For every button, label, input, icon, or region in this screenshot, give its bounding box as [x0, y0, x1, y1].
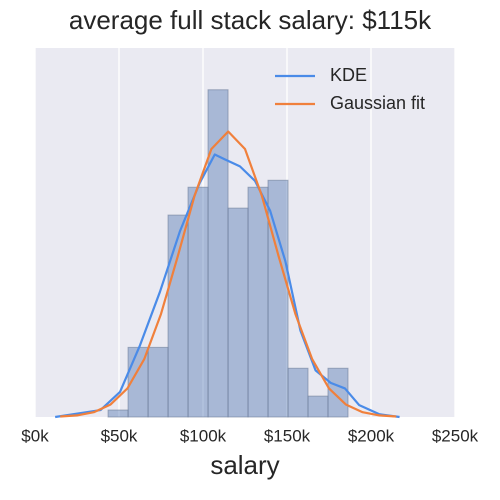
bar [227, 207, 249, 418]
x-tick-label: $150k [264, 426, 311, 445]
bar [247, 186, 269, 418]
line-series [60, 130, 397, 418]
x-axis-label: salary [210, 450, 279, 480]
bar [307, 395, 329, 418]
bar [207, 89, 229, 418]
bar [327, 367, 349, 418]
x-tick-label: $0k [21, 426, 49, 445]
legend-label: Gaussian fit [330, 93, 425, 113]
bar [187, 186, 209, 418]
plot-area [35, 48, 455, 417]
x-tick-label: $50k [101, 426, 138, 445]
bar [167, 214, 189, 418]
bar [107, 409, 129, 418]
legend-label: KDE [330, 65, 367, 85]
x-tick-label: $200k [348, 426, 395, 445]
bar [147, 346, 169, 418]
chart-title: average full stack salary: $115k [69, 5, 432, 35]
x-tick-label: $250k [432, 426, 479, 445]
bar [287, 367, 309, 418]
line-series [54, 153, 400, 419]
x-tick-label: $100k [180, 426, 227, 445]
